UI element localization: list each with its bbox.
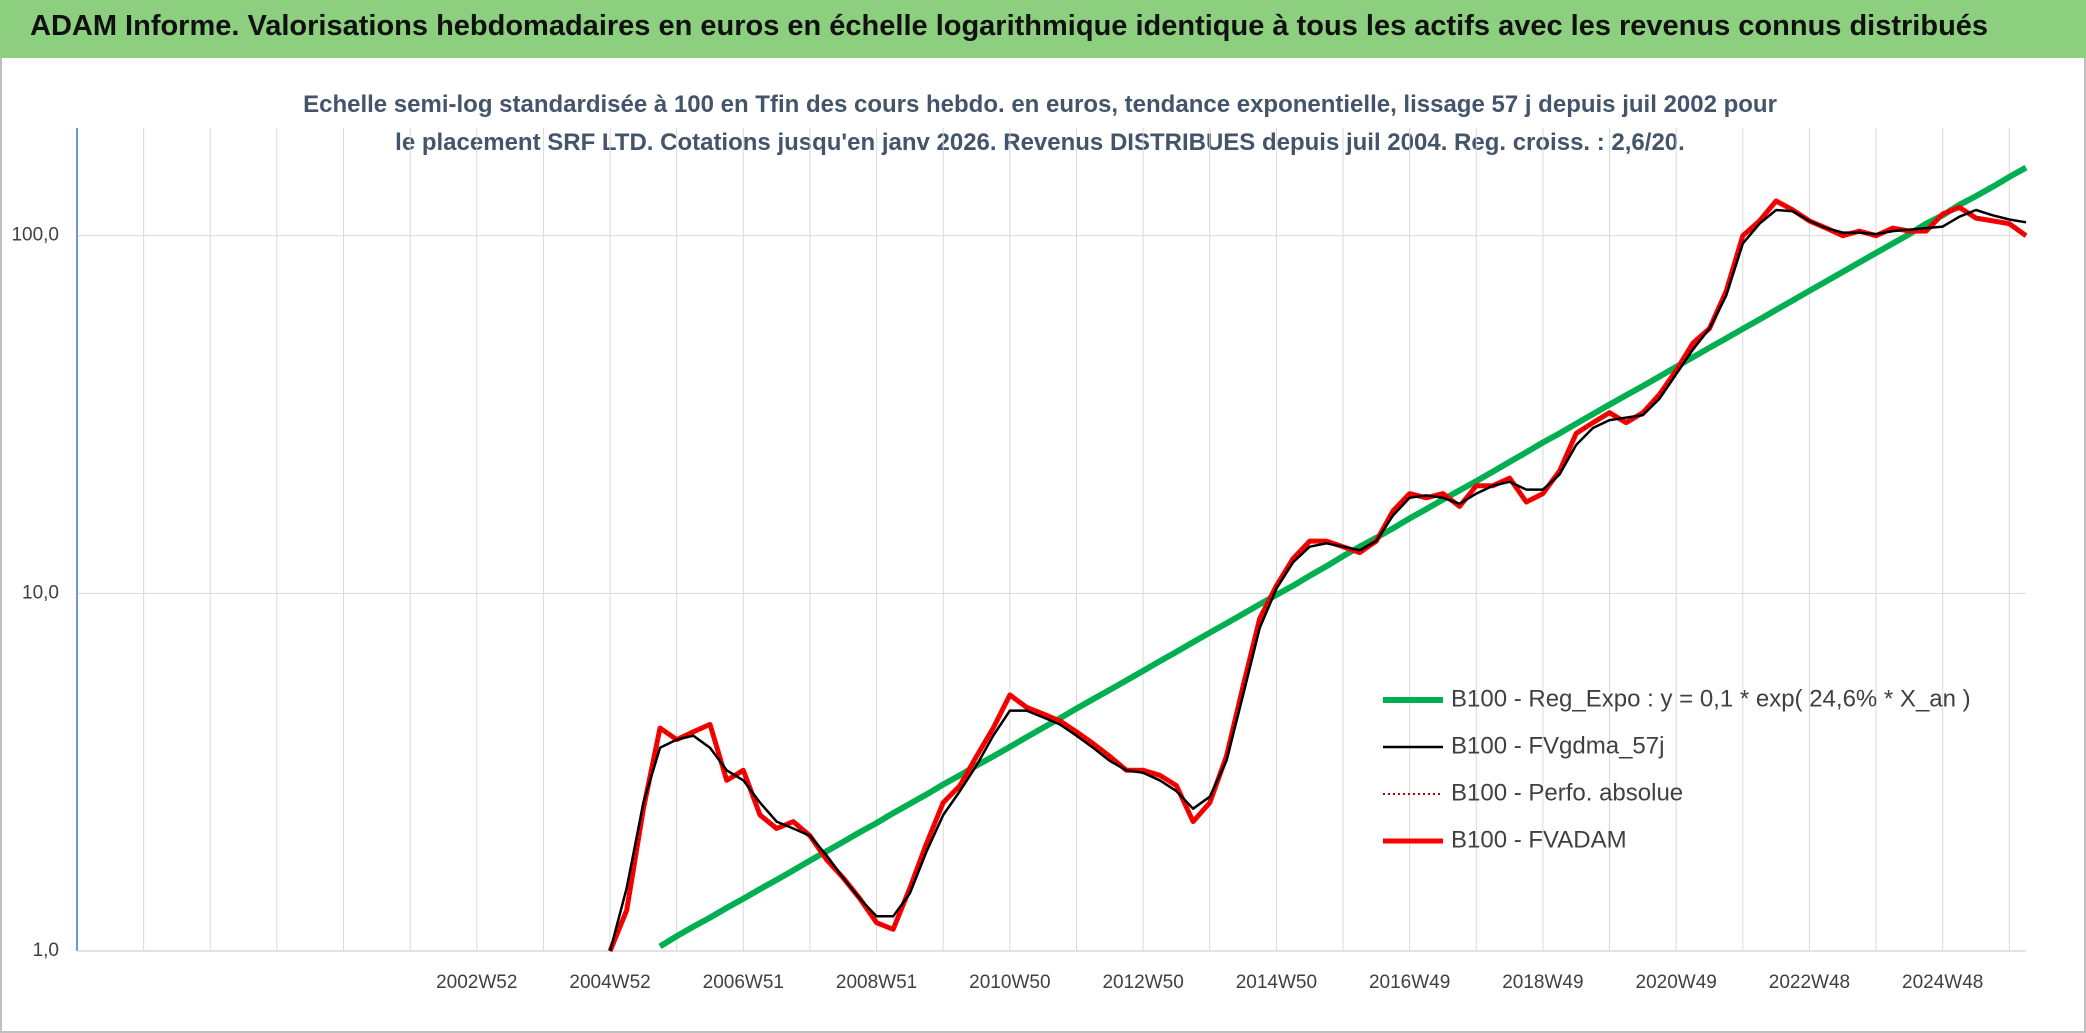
x-tick-label: 2018W49: [1502, 972, 1583, 993]
x-tick-label: 2012W50: [1102, 972, 1183, 993]
banner: ADAM Informe. Valorisations hebdomadaire…: [0, 0, 2086, 58]
legend-label: B100 - FVADAM: [1451, 826, 1627, 853]
x-tick-label: 2008W51: [836, 972, 917, 993]
legend-label: B100 - Perfo. absolue: [1451, 779, 1683, 806]
y-tick-label: 1,0: [33, 940, 59, 961]
line: [658, 164, 2028, 949]
y-tick-label: 100,0: [11, 225, 59, 246]
legend-label: B100 - Reg_Expo : y = 0,1 * exp( 24,6% *…: [1451, 685, 1971, 712]
legend-label: B100 - FVgdma_57j: [1451, 732, 1664, 759]
x-tick-label: 2020W49: [1636, 972, 1717, 993]
x-tick-label: 2010W50: [969, 972, 1050, 993]
x-tick-label: 2002W52: [436, 972, 517, 993]
line: [608, 208, 2027, 952]
x-tick-label: 2014W50: [1236, 972, 1317, 993]
x-tick-label: 2024W48: [1902, 972, 1983, 993]
x-tick-label: 2004W52: [569, 972, 650, 993]
line: [609, 200, 2027, 952]
x-tick-label: 2022W48: [1769, 972, 1850, 993]
y-tick-label: 10,0: [22, 582, 59, 603]
line: [607, 198, 2028, 952]
x-tick-label: 2016W49: [1369, 972, 1450, 993]
x-tick-label: 2006W51: [703, 972, 784, 993]
chart-title: ADAM Informe. Valorisations hebdomadaire…: [30, 10, 1989, 42]
